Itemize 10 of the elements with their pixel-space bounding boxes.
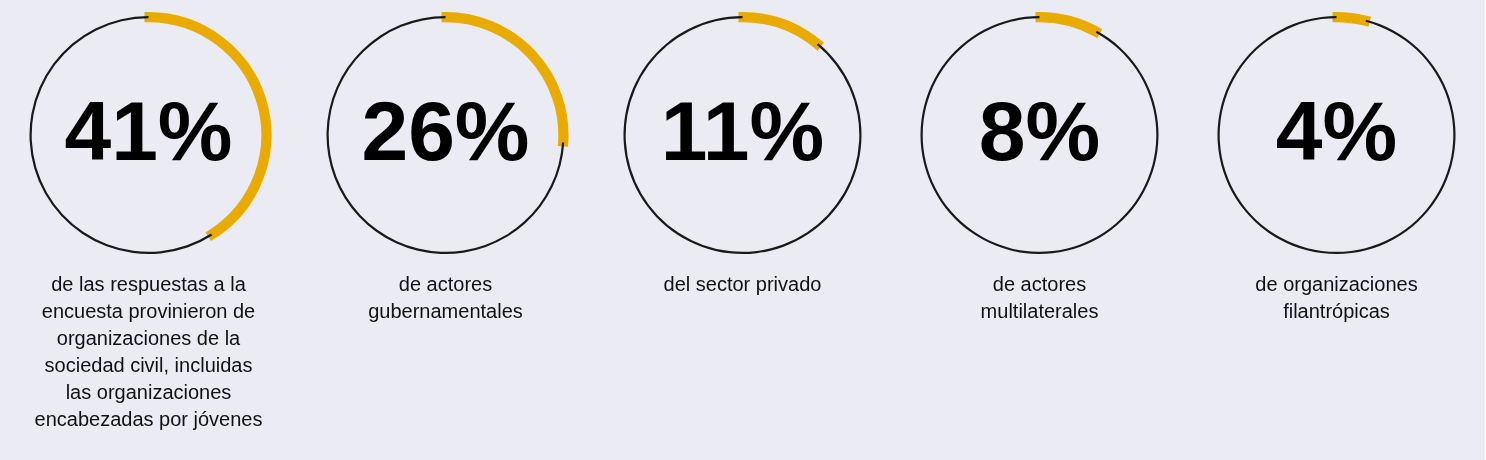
text: de actores gubernamentales (368, 273, 523, 322)
data-label: 26% (361, 84, 530, 178)
data-label: 11% (660, 84, 825, 178)
data-label: 8% (978, 84, 1101, 178)
text: de organizaciones filantrópicas (1255, 273, 1418, 322)
text: del sector privado (663, 273, 822, 295)
data-label: 4% (1275, 84, 1398, 178)
text: de actores multilaterales (980, 273, 1099, 322)
text: de las respuestas a la encuesta provinieron de organizaciones de la sociedad civil, incluidas las organizaciones encabezadas por jóvenes (34, 273, 263, 430)
data-label: 41% (64, 84, 233, 178)
